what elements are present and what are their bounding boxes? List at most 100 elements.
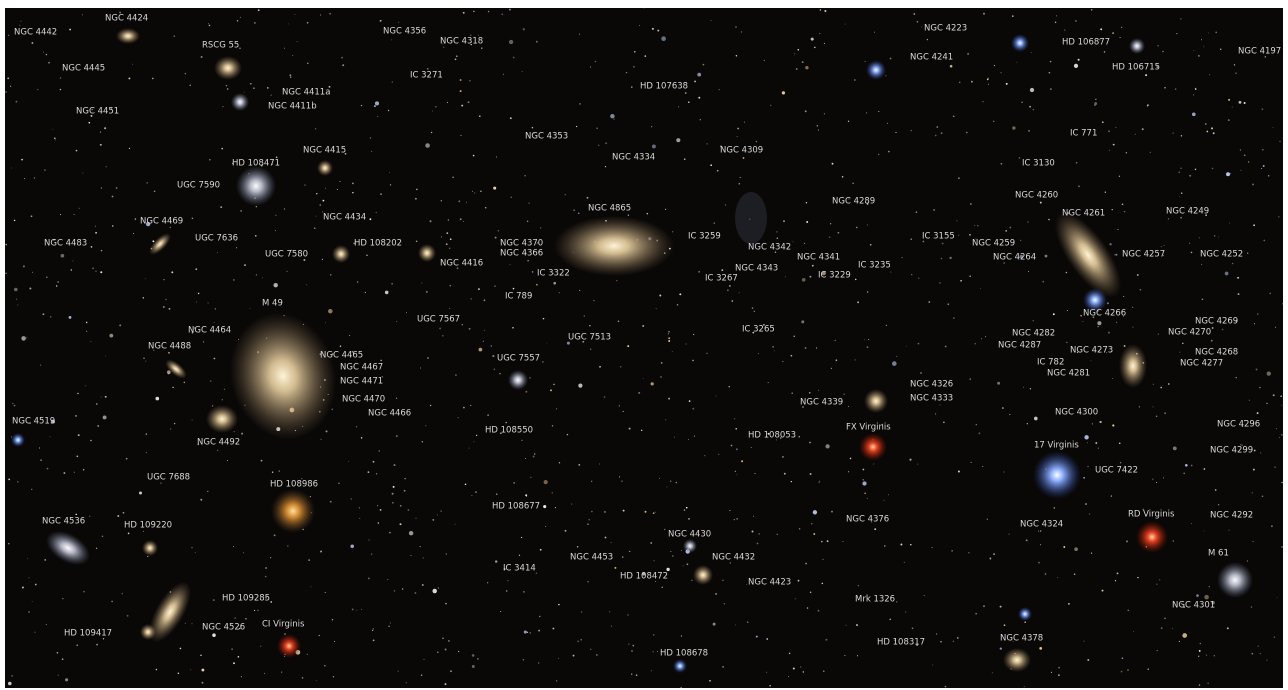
star (1208, 32, 1210, 34)
star (1281, 404, 1283, 406)
object-label: NGC 4300 (1055, 408, 1098, 418)
star (1123, 345, 1126, 347)
star (321, 258, 323, 260)
star (578, 383, 583, 388)
star (10, 85, 12, 87)
star (179, 647, 182, 650)
star (1198, 649, 1201, 652)
star (283, 208, 285, 210)
star (1107, 331, 1110, 334)
star (5, 91, 7, 93)
star (195, 301, 197, 303)
star (805, 201, 808, 204)
star (808, 391, 811, 394)
star (776, 231, 778, 233)
star (59, 77, 62, 79)
star (1109, 149, 1111, 151)
star (112, 225, 114, 227)
star (852, 182, 854, 184)
star (406, 312, 407, 313)
star (1174, 88, 1177, 90)
star (398, 21, 400, 23)
star-field (5, 7, 1284, 689)
star (627, 345, 630, 348)
object-label: IC 3267 (705, 274, 738, 284)
star (421, 441, 424, 443)
star (1235, 376, 1237, 379)
star (596, 654, 598, 656)
star (7, 77, 10, 80)
star (526, 220, 529, 223)
star (217, 449, 219, 451)
star (1118, 175, 1120, 177)
star (478, 347, 483, 352)
star (650, 542, 653, 544)
star (684, 92, 687, 94)
star (391, 39, 393, 41)
star (1205, 654, 1208, 656)
star (935, 413, 937, 415)
star (774, 251, 777, 253)
star (817, 609, 820, 612)
object-label: NGC 4261 (1062, 209, 1105, 219)
star (1147, 668, 1149, 670)
star (1023, 686, 1025, 688)
star (97, 424, 99, 426)
star (775, 439, 777, 441)
star (350, 544, 354, 548)
star (90, 340, 92, 342)
star (1266, 402, 1268, 405)
object-label: NGC 4378 (1000, 634, 1043, 644)
star (968, 552, 970, 554)
star (668, 330, 670, 333)
star (1194, 168, 1197, 171)
star (1077, 58, 1080, 61)
star (34, 631, 36, 633)
star (40, 459, 43, 462)
star (692, 359, 694, 362)
star (1163, 255, 1165, 257)
star (901, 257, 903, 259)
star (1123, 296, 1125, 298)
star (1247, 161, 1250, 163)
star (1159, 579, 1161, 581)
star (264, 575, 267, 578)
star (784, 276, 786, 278)
star (594, 60, 597, 63)
star (797, 579, 800, 582)
star (419, 546, 421, 548)
star (361, 608, 362, 610)
star (1228, 98, 1231, 101)
star (531, 126, 534, 129)
star (776, 533, 778, 535)
star (145, 360, 147, 362)
star (306, 653, 308, 655)
object-label: HD 108550 (485, 426, 533, 436)
star (286, 270, 288, 272)
star (868, 338, 870, 340)
star (706, 143, 708, 145)
star (590, 348, 592, 350)
star (213, 357, 216, 360)
star (270, 601, 273, 603)
star (257, 609, 259, 612)
star (543, 480, 548, 485)
star (153, 190, 156, 193)
object-label: NGC 4423 (748, 578, 791, 588)
star (262, 277, 263, 279)
object-label: HD 108986 (270, 480, 318, 490)
star (1039, 647, 1043, 650)
star (1180, 135, 1183, 137)
star (30, 215, 33, 218)
star (420, 674, 423, 676)
star (455, 55, 458, 58)
star (1138, 406, 1140, 408)
star (28, 577, 30, 579)
star (1112, 424, 1115, 427)
star (939, 404, 941, 406)
star (905, 345, 907, 347)
object-label: IC 3229 (818, 271, 851, 281)
star (76, 644, 78, 646)
star (444, 648, 447, 651)
star (862, 479, 864, 481)
